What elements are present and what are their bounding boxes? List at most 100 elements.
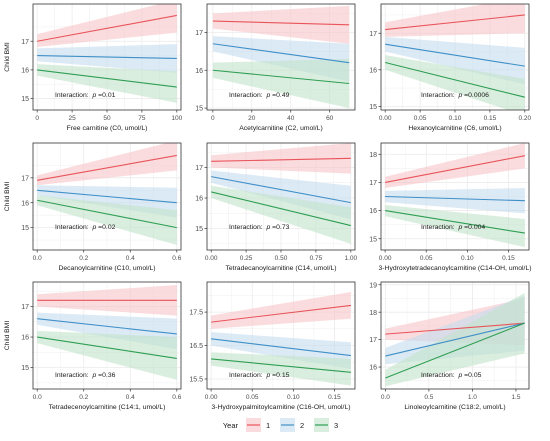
p-symbol: p xyxy=(266,372,271,379)
interaction-prefix: Interaction: xyxy=(421,92,457,99)
x-tick-label: 0.05 xyxy=(246,394,259,401)
plot-area xyxy=(211,292,351,386)
line-year-3 xyxy=(385,61,525,98)
plot-area xyxy=(385,4,525,110)
ci-band-year-2 xyxy=(385,36,525,85)
x-tick-label: 20 xyxy=(248,115,256,122)
x-tick-label: 0.2 xyxy=(79,255,88,262)
line-year-3 xyxy=(385,322,525,379)
x-tick-label: 0.15 xyxy=(328,394,341,401)
line-year-1 xyxy=(211,304,351,323)
x-tick-label: 0.0 xyxy=(33,394,42,401)
x-tick-label: 1.5 xyxy=(511,394,520,401)
x-tick-label: 0.0 xyxy=(33,255,42,262)
panel-8: 15.5 16.5 17.5 0.00 0.05 0.10 0.15 3-Hydroxypal… xyxy=(189,281,356,411)
x-tick-label: 100 xyxy=(171,115,182,122)
panel-3: 15 16 17 0.00 0.05 0.10 0.15 0.20 Hexanoylcarnit… xyxy=(369,3,532,132)
panel-frame xyxy=(380,281,530,390)
x-tick-label: 1.00 xyxy=(344,255,357,262)
line-year-2 xyxy=(37,55,177,59)
p-symbol: p xyxy=(92,224,97,231)
p-value: =0.02 xyxy=(96,224,115,231)
legend-title: Year xyxy=(223,421,239,430)
panel-frame xyxy=(32,142,182,251)
panel-7: 15 16 17 0.0 0.2 0.4 0.6 Tetradecenoylcarnitine… xyxy=(4,281,182,411)
ci-band-year-2 xyxy=(385,188,525,214)
plot-area xyxy=(212,5,350,109)
panel-9: 16 17 18 19 0.0 0.5 1.0 1.5 Linoleoylcarnitine (… xyxy=(369,281,530,411)
p-symbol: p xyxy=(458,224,463,231)
y-tick-label: 17 xyxy=(21,175,29,182)
y-axis-title: Child BMI xyxy=(4,42,11,72)
y-tick-label: 16 xyxy=(21,200,29,207)
y-tick-label: 16 xyxy=(369,67,377,74)
x-tick-label: 0.75 xyxy=(310,255,323,262)
interaction-annotation: Interaction: p =0.0006 xyxy=(421,92,489,99)
p-symbol: p xyxy=(92,92,97,99)
line-year-2 xyxy=(211,338,351,357)
interaction-prefix: Interaction: xyxy=(229,92,265,99)
panel-frame xyxy=(380,142,530,251)
y-tick-label: 16 xyxy=(195,196,203,203)
line-year-2 xyxy=(212,43,350,64)
y-tick-label: 16 xyxy=(369,208,377,215)
line-year-3 xyxy=(37,69,177,88)
x-tick-label: 0 xyxy=(35,115,39,122)
p-symbol: p xyxy=(458,92,463,99)
x-tick-label: 0.0 xyxy=(381,394,390,401)
interaction-annotation: Interaction: p =0.49 xyxy=(229,92,290,99)
y-tick-label: 19 xyxy=(369,282,377,289)
p-value: =0.73 xyxy=(270,224,289,231)
x-tick-label: 0.10 xyxy=(461,255,474,262)
interaction-prefix: Interaction: xyxy=(55,372,91,379)
line-year-3 xyxy=(37,336,177,359)
ci-band-year-1 xyxy=(212,5,350,44)
x-tick-label: 0.00 xyxy=(205,255,218,262)
x-tick-label: 0.00 xyxy=(379,255,392,262)
x-tick-label: 0.15 xyxy=(502,255,515,262)
y-tick-label: 15 xyxy=(21,365,29,372)
line-year-1 xyxy=(385,322,525,335)
y-tick-label: 16 xyxy=(21,335,29,342)
interaction-prefix: Interaction: xyxy=(229,224,265,231)
line-year-1 xyxy=(37,154,177,181)
interaction-annotation: Interaction: p =0.05 xyxy=(421,372,482,379)
interaction-annotation: Interaction: p =0.004 xyxy=(421,224,485,231)
line-year-1 xyxy=(385,155,525,183)
interaction-annotation: Interaction: p =0.36 xyxy=(55,372,116,379)
x-tick-label: 40 xyxy=(287,115,295,122)
line-year-1 xyxy=(211,157,351,162)
x-tick-label: 0 xyxy=(211,115,215,122)
line-year-2 xyxy=(37,318,177,335)
ci-band-year-1 xyxy=(385,4,525,37)
x-tick-label: 0.25 xyxy=(240,255,253,262)
x-tick-label: 0.50 xyxy=(275,255,288,262)
p-value: =0.05 xyxy=(462,372,481,379)
x-tick-label: 0.5 xyxy=(424,394,433,401)
y-tick-label: 16 xyxy=(21,67,29,74)
line-year-2 xyxy=(37,189,177,204)
x-axis-title: Tetradecanoylcarnitine (C14, umol/L) xyxy=(225,265,336,272)
y-tick-label: 16 xyxy=(369,365,377,372)
x-tick-label: 75 xyxy=(138,115,146,122)
interaction-annotation: Interaction: p =0.01 xyxy=(55,92,116,99)
interaction-annotation: Interaction: p =0.73 xyxy=(229,224,290,231)
x-tick-label: 0.2 xyxy=(79,394,88,401)
p-symbol: p xyxy=(92,372,97,379)
y-tick-label: 18 xyxy=(369,152,377,159)
y-tick-label: 16.5 xyxy=(189,343,203,350)
x-axis-title: Acetylcarnitine (C2, umol/L) xyxy=(239,125,322,132)
y-tick-label: 17.5 xyxy=(189,310,203,317)
y-tick-label: 15 xyxy=(21,225,29,232)
x-tick-label: 0.00 xyxy=(379,115,392,122)
x-axis-title: Free carnitine (C0, umol/L) xyxy=(67,125,148,132)
x-tick-label: 0.4 xyxy=(126,394,135,401)
interaction-prefix: Interaction: xyxy=(55,224,91,231)
y-tick-label: 17 xyxy=(369,31,377,38)
interaction-annotation: Interaction: p =0.02 xyxy=(55,224,116,231)
y-tick-label: 18 xyxy=(369,310,377,317)
x-tick-label: 0.10 xyxy=(449,115,462,122)
plot-area xyxy=(211,143,351,244)
x-axis-title: Decanoylcarnitine (C10, umol/L) xyxy=(58,265,155,272)
